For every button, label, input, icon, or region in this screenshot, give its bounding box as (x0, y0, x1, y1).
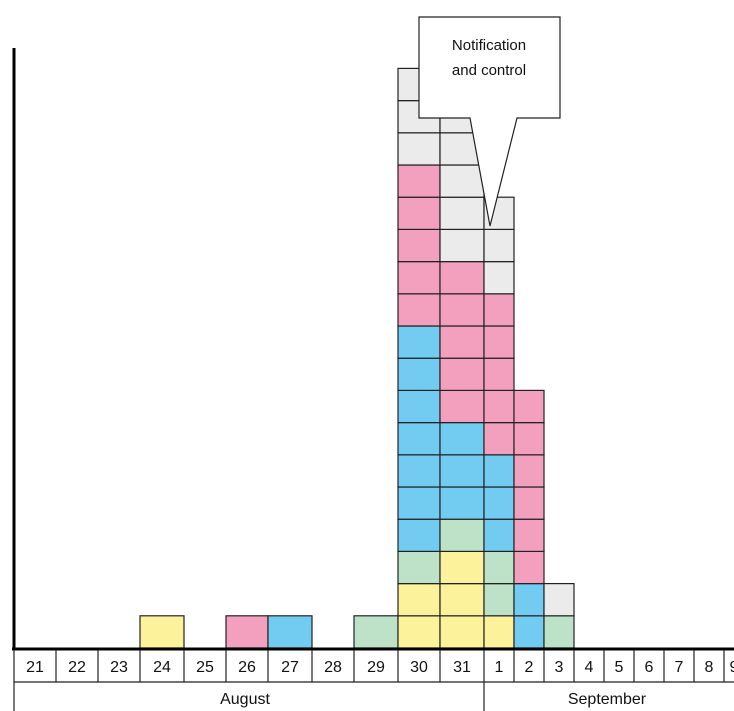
day-label-31: 31 (453, 659, 471, 676)
day-label-3: 3 (555, 659, 564, 676)
case-square-30-11 (397, 293, 441, 327)
case-square-1-13 (483, 228, 515, 263)
case-square-30-4 (397, 518, 441, 553)
case-square-30-10 (397, 325, 441, 359)
case-square-26-1 (225, 615, 269, 649)
case-square-30-9 (397, 357, 441, 392)
month-label-september: September (568, 691, 647, 708)
case-square-1-11 (483, 293, 515, 327)
day-label-4: 4 (585, 659, 594, 676)
case-square-31-14 (439, 196, 485, 230)
case-square-31-8 (439, 389, 485, 424)
case-square-2-6 (513, 454, 545, 488)
day-label-27: 27 (281, 659, 299, 676)
case-square-31-5 (439, 486, 485, 520)
day-label-6: 6 (645, 659, 654, 676)
day-label-26: 26 (238, 659, 256, 676)
case-square-30-15 (397, 164, 441, 198)
notification-callout: Notification and control (418, 16, 561, 227)
day-label-21: 21 (26, 659, 44, 676)
day-label-30: 30 (410, 659, 428, 676)
case-square-1-4 (483, 518, 515, 553)
case-square-2-2 (513, 582, 545, 617)
day-axis: 2122232425262728293031123456789 (13, 650, 734, 683)
day-label-24: 24 (153, 659, 171, 676)
case-square-31-6 (439, 454, 485, 488)
case-square-31-10 (439, 325, 485, 359)
case-square-30-3 (397, 550, 441, 585)
case-square-30-14 (397, 196, 441, 230)
callout-line-2: and control (452, 62, 526, 79)
callout-box (418, 16, 561, 227)
axes (12, 48, 734, 651)
case-square-30-8 (397, 389, 441, 424)
case-square-31-9 (439, 357, 485, 392)
case-square-1-5 (483, 486, 515, 520)
case-squares (139, 67, 575, 649)
case-square-31-2 (439, 582, 485, 617)
case-square-1-1 (483, 615, 515, 649)
case-square-31-11 (439, 293, 485, 327)
case-square-1-2 (483, 582, 515, 617)
day-label-1: 1 (495, 659, 504, 676)
case-square-1-9 (483, 357, 515, 392)
case-square-1-12 (483, 261, 515, 295)
case-square-30-7 (397, 422, 441, 456)
day-label-29: 29 (367, 659, 385, 676)
case-square-2-5 (513, 486, 545, 520)
case-square-2-1 (513, 615, 545, 649)
day-label-28: 28 (324, 659, 342, 676)
case-square-2-8 (513, 389, 545, 424)
case-square-30-6 (397, 454, 441, 488)
case-square-30-12 (397, 261, 441, 295)
case-square-2-4 (513, 518, 545, 553)
case-square-1-6 (483, 454, 515, 488)
case-square-31-4 (439, 518, 485, 553)
day-label-5: 5 (615, 659, 624, 676)
month-axis: August September (13, 682, 647, 711)
case-square-31-7 (439, 422, 485, 456)
case-square-2-3 (513, 550, 545, 585)
case-square-3-1 (543, 615, 575, 649)
day-label-22: 22 (68, 659, 86, 676)
case-square-30-2 (397, 582, 441, 617)
case-square-1-7 (483, 422, 515, 456)
day-label-7: 7 (675, 659, 684, 676)
day-label-9: 9 (730, 659, 734, 676)
case-square-3-2 (543, 582, 575, 617)
callout-line-1: Notification (452, 37, 526, 54)
case-square-29-1 (353, 615, 399, 649)
case-square-30-13 (397, 228, 441, 263)
case-square-31-1 (439, 615, 485, 649)
case-square-31-12 (439, 261, 485, 295)
case-square-30-5 (397, 486, 441, 520)
day-label-2: 2 (525, 659, 534, 676)
case-square-31-3 (439, 550, 485, 585)
case-square-24-1 (139, 615, 185, 649)
day-label-8: 8 (705, 659, 714, 676)
case-square-30-16 (397, 132, 441, 166)
case-square-1-8 (483, 389, 515, 424)
case-square-30-1 (397, 615, 441, 649)
day-label-25: 25 (196, 659, 214, 676)
case-square-27-1 (267, 615, 313, 649)
case-square-31-13 (439, 228, 485, 263)
day-label-23: 23 (110, 659, 128, 676)
case-square-1-3 (483, 550, 515, 585)
case-square-31-15 (439, 164, 485, 198)
case-square-2-7 (513, 422, 545, 456)
month-label-august: August (220, 691, 270, 708)
case-square-1-10 (483, 325, 515, 359)
